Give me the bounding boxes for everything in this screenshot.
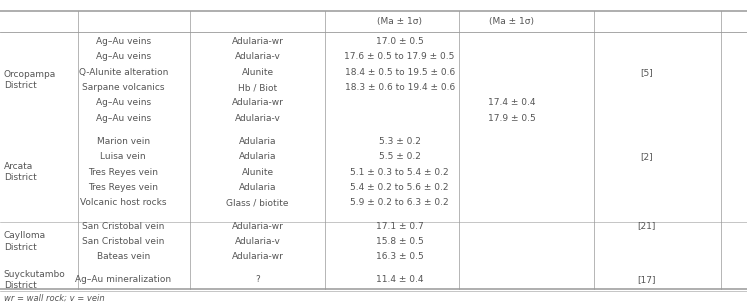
Text: Ag–Au veins: Ag–Au veins [96,114,151,123]
Text: Orcopampa
District: Orcopampa District [4,70,56,90]
Text: Sarpane volcanics: Sarpane volcanics [82,83,164,92]
Text: 11.4 ± 0.4: 11.4 ± 0.4 [376,275,424,285]
Text: 5.1 ± 0.3 to 5.4 ± 0.2: 5.1 ± 0.3 to 5.4 ± 0.2 [350,168,449,177]
Text: Volcanic host rocks: Volcanic host rocks [80,199,167,207]
Text: Adularia-wr: Adularia-wr [232,37,284,46]
Text: Adularia: Adularia [239,152,276,161]
Text: 17.6 ± 0.5 to 17.9 ± 0.5: 17.6 ± 0.5 to 17.9 ± 0.5 [344,52,455,61]
Text: San Cristobal vein: San Cristobal vein [82,222,164,230]
Text: [21]: [21] [637,222,655,230]
Text: ?: ? [255,275,260,285]
Text: 5.5 ± 0.2: 5.5 ± 0.2 [379,152,421,161]
Text: Glass / biotite: Glass / biotite [226,199,289,207]
Text: 5.3 ± 0.2: 5.3 ± 0.2 [379,137,421,146]
Text: 5.4 ± 0.2 to 5.6 ± 0.2: 5.4 ± 0.2 to 5.6 ± 0.2 [350,183,449,192]
Text: Q-Alunite alteration: Q-Alunite alteration [78,68,168,76]
Text: Tres Reyes vein: Tres Reyes vein [88,168,158,177]
Text: [17]: [17] [637,275,655,285]
Text: Adularia-v: Adularia-v [235,237,281,246]
Text: [2]: [2] [640,152,652,161]
Text: Adularia-v: Adularia-v [235,52,281,61]
Text: Adularia-wr: Adularia-wr [232,99,284,107]
Text: Ag–Au mineralization: Ag–Au mineralization [75,275,171,285]
Text: 17.9 ± 0.5: 17.9 ± 0.5 [488,114,536,123]
Text: Caylloma
District: Caylloma District [4,231,46,252]
Text: Ag–Au veins: Ag–Au veins [96,52,151,61]
Text: Arcata
District: Arcata District [4,162,37,182]
Text: Adularia: Adularia [239,137,276,146]
Text: 15.8 ± 0.5: 15.8 ± 0.5 [376,237,424,246]
Text: Adularia-v: Adularia-v [235,114,281,123]
Text: Alunite: Alunite [241,68,274,76]
Text: Suyckutambo
District: Suyckutambo District [4,270,66,290]
Text: Marion vein: Marion vein [96,137,150,146]
Text: Hb / Biot: Hb / Biot [238,83,277,92]
Text: 17.1 ± 0.7: 17.1 ± 0.7 [376,222,424,230]
Text: wr = wall rock; v = vein: wr = wall rock; v = vein [4,294,105,303]
Text: Luisa vein: Luisa vein [100,152,146,161]
Text: (Ma ± 1σ): (Ma ± 1σ) [489,17,534,26]
Text: Adularia-wr: Adularia-wr [232,222,284,230]
Text: Ag–Au veins: Ag–Au veins [96,37,151,46]
Text: 17.4 ± 0.4: 17.4 ± 0.4 [488,99,536,107]
Text: (Ma ± 1σ): (Ma ± 1σ) [377,17,422,26]
Text: Bateas vein: Bateas vein [96,252,150,261]
Text: 5.9 ± 0.2 to 6.3 ± 0.2: 5.9 ± 0.2 to 6.3 ± 0.2 [350,199,449,207]
Text: Adularia: Adularia [239,183,276,192]
Text: 18.3 ± 0.6 to 19.4 ± 0.6: 18.3 ± 0.6 to 19.4 ± 0.6 [344,83,455,92]
Text: 16.3 ± 0.5: 16.3 ± 0.5 [376,252,424,261]
Text: Alunite: Alunite [241,168,274,177]
Text: [5]: [5] [639,68,653,76]
Text: Ag–Au veins: Ag–Au veins [96,99,151,107]
Text: 17.0 ± 0.5: 17.0 ± 0.5 [376,37,424,46]
Text: Adularia-wr: Adularia-wr [232,252,284,261]
Text: 18.4 ± 0.5 to 19.5 ± 0.6: 18.4 ± 0.5 to 19.5 ± 0.6 [344,68,455,76]
Text: San Cristobal vein: San Cristobal vein [82,237,164,246]
Text: Tres Reyes vein: Tres Reyes vein [88,183,158,192]
